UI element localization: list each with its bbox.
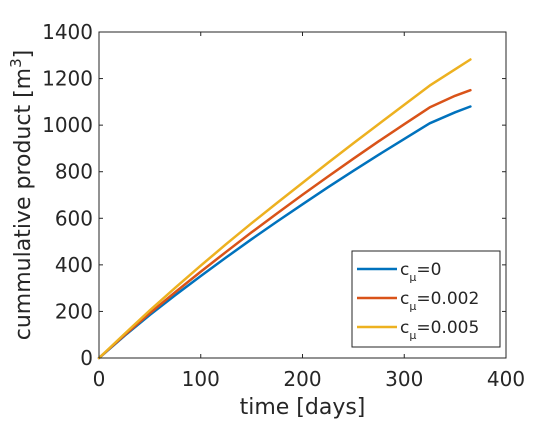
y-axis-label-superscript: 3 xyxy=(7,58,25,68)
y-tick-label: 200 xyxy=(55,299,93,323)
series-line xyxy=(97,58,472,360)
legend-label: cμ=0.002 xyxy=(400,289,479,313)
legend-label-rest: =0.005 xyxy=(416,318,479,338)
legend-label-rest: =0 xyxy=(416,260,441,280)
series-line xyxy=(97,88,472,360)
series-layer xyxy=(97,58,472,360)
x-tick-label: 200 xyxy=(283,367,321,391)
legend-entry: cμ=0.005 xyxy=(357,318,479,342)
legend-label-base: c xyxy=(400,260,409,280)
legend-label: cμ=0.005 xyxy=(400,318,479,342)
legend-label-sub: μ xyxy=(409,300,416,313)
legend-entry: cμ=0 xyxy=(357,260,441,284)
legend-label-base: c xyxy=(400,289,409,309)
y-tick-label: 1000 xyxy=(42,113,93,137)
legend: cμ=0 cμ=0.002 cμ=0.005 xyxy=(351,250,501,348)
y-axis-label: cummulative product [m3] xyxy=(7,50,36,341)
x-tick-label: 300 xyxy=(385,367,423,391)
y-tick-label: 0 xyxy=(80,346,93,370)
y-tick-label: 600 xyxy=(55,206,93,230)
legend-entry: cμ=0.002 xyxy=(357,289,479,313)
legend-label-base: c xyxy=(400,318,409,338)
x-tick-label: 0 xyxy=(93,367,106,391)
y-axis-label-group: cummulative product [m3] xyxy=(7,50,36,341)
y-tick-label: 1400 xyxy=(42,20,93,44)
x-tick-label: 400 xyxy=(487,367,525,391)
y-tick-label: 1200 xyxy=(42,67,93,91)
legend-label-sub: μ xyxy=(409,329,416,342)
ticks-layer: 0 100 200 300 400 0 200 400 600 800 1000 1200 1400 xyxy=(42,20,525,391)
legend-label-sub: μ xyxy=(409,271,416,284)
y-axis-label-suffix: ] xyxy=(11,50,36,59)
y-tick-label: 400 xyxy=(55,253,93,277)
series-line xyxy=(97,105,472,360)
legend-label-rest: =0.002 xyxy=(416,289,479,309)
legend-label: cμ=0 xyxy=(400,260,441,284)
y-axis-label-main: cummulative product [m xyxy=(11,68,36,340)
y-tick-label: 800 xyxy=(55,160,93,184)
x-tick-label: 100 xyxy=(182,367,220,391)
x-axis-label: time [days] xyxy=(240,395,366,420)
